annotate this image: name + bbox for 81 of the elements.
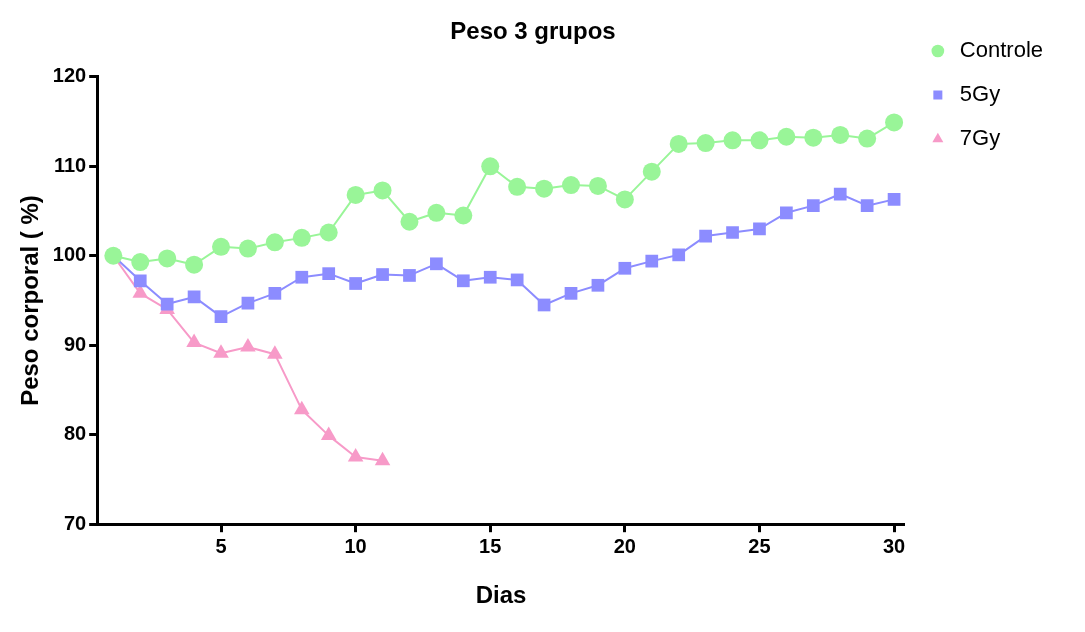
point xyxy=(376,268,389,281)
point xyxy=(831,125,850,144)
point xyxy=(240,338,256,352)
y-tick-label: 110 xyxy=(53,153,87,176)
point xyxy=(454,206,473,225)
point xyxy=(615,190,634,209)
point xyxy=(430,257,443,271)
point xyxy=(642,162,661,181)
point xyxy=(753,222,766,236)
point xyxy=(645,254,659,268)
point xyxy=(858,129,877,148)
point xyxy=(320,426,337,441)
point xyxy=(131,253,150,272)
point xyxy=(213,344,229,358)
point xyxy=(238,239,257,258)
legend-label: 5Gy xyxy=(959,81,1001,107)
point xyxy=(750,131,769,150)
point xyxy=(322,267,336,281)
x-tick-label: 20 xyxy=(613,534,636,557)
point xyxy=(295,270,309,284)
point xyxy=(374,451,391,466)
point xyxy=(347,448,364,462)
point xyxy=(373,181,392,200)
point xyxy=(885,113,904,132)
point xyxy=(268,286,282,300)
point xyxy=(669,134,688,153)
point xyxy=(535,179,554,198)
point xyxy=(723,131,742,150)
point xyxy=(403,269,416,282)
x-tick-label: 5 xyxy=(215,534,227,557)
point xyxy=(483,270,497,284)
point xyxy=(588,176,607,195)
x-axis-title: Dias xyxy=(475,581,527,609)
y-tick-label: 120 xyxy=(52,64,87,87)
point xyxy=(293,400,310,415)
point xyxy=(214,310,228,323)
point xyxy=(726,226,739,239)
y-axis-title: Peso corporal ( %) xyxy=(16,195,44,406)
legend-label: 7Gy xyxy=(959,125,1001,151)
point xyxy=(186,333,202,348)
point xyxy=(319,223,338,242)
y-tick-label: 70 xyxy=(63,511,87,534)
point xyxy=(591,278,605,292)
point xyxy=(346,185,365,204)
chart-title: Peso 3 grupos xyxy=(450,17,616,45)
point xyxy=(400,212,419,231)
y-tick-label: 80 xyxy=(63,422,87,445)
point xyxy=(696,134,715,153)
point xyxy=(833,187,847,201)
x-tick-label: 25 xyxy=(748,534,771,557)
point xyxy=(267,345,283,359)
point xyxy=(427,203,446,222)
point xyxy=(133,274,147,288)
point xyxy=(806,199,820,213)
y-tick-label: 90 xyxy=(63,332,87,355)
point xyxy=(265,233,284,252)
point xyxy=(887,193,901,206)
point xyxy=(508,177,527,196)
point xyxy=(481,157,500,176)
point xyxy=(185,255,204,274)
point xyxy=(241,296,255,310)
point xyxy=(292,228,311,247)
point xyxy=(510,273,524,287)
point xyxy=(780,206,793,220)
legend-label: Controle xyxy=(959,37,1043,63)
point xyxy=(562,176,581,195)
point xyxy=(158,249,177,268)
point xyxy=(564,286,578,300)
point xyxy=(349,277,362,290)
point xyxy=(672,248,686,262)
point xyxy=(618,261,632,275)
x-tick-label: 30 xyxy=(882,534,906,557)
point xyxy=(212,237,231,256)
x-tick-label: 15 xyxy=(479,534,502,557)
y-tick-label: 100 xyxy=(52,243,87,266)
x-tick-label: 10 xyxy=(344,534,367,557)
point xyxy=(456,274,470,288)
point xyxy=(804,128,823,147)
point xyxy=(860,199,874,213)
point xyxy=(777,127,796,146)
point xyxy=(699,229,712,243)
